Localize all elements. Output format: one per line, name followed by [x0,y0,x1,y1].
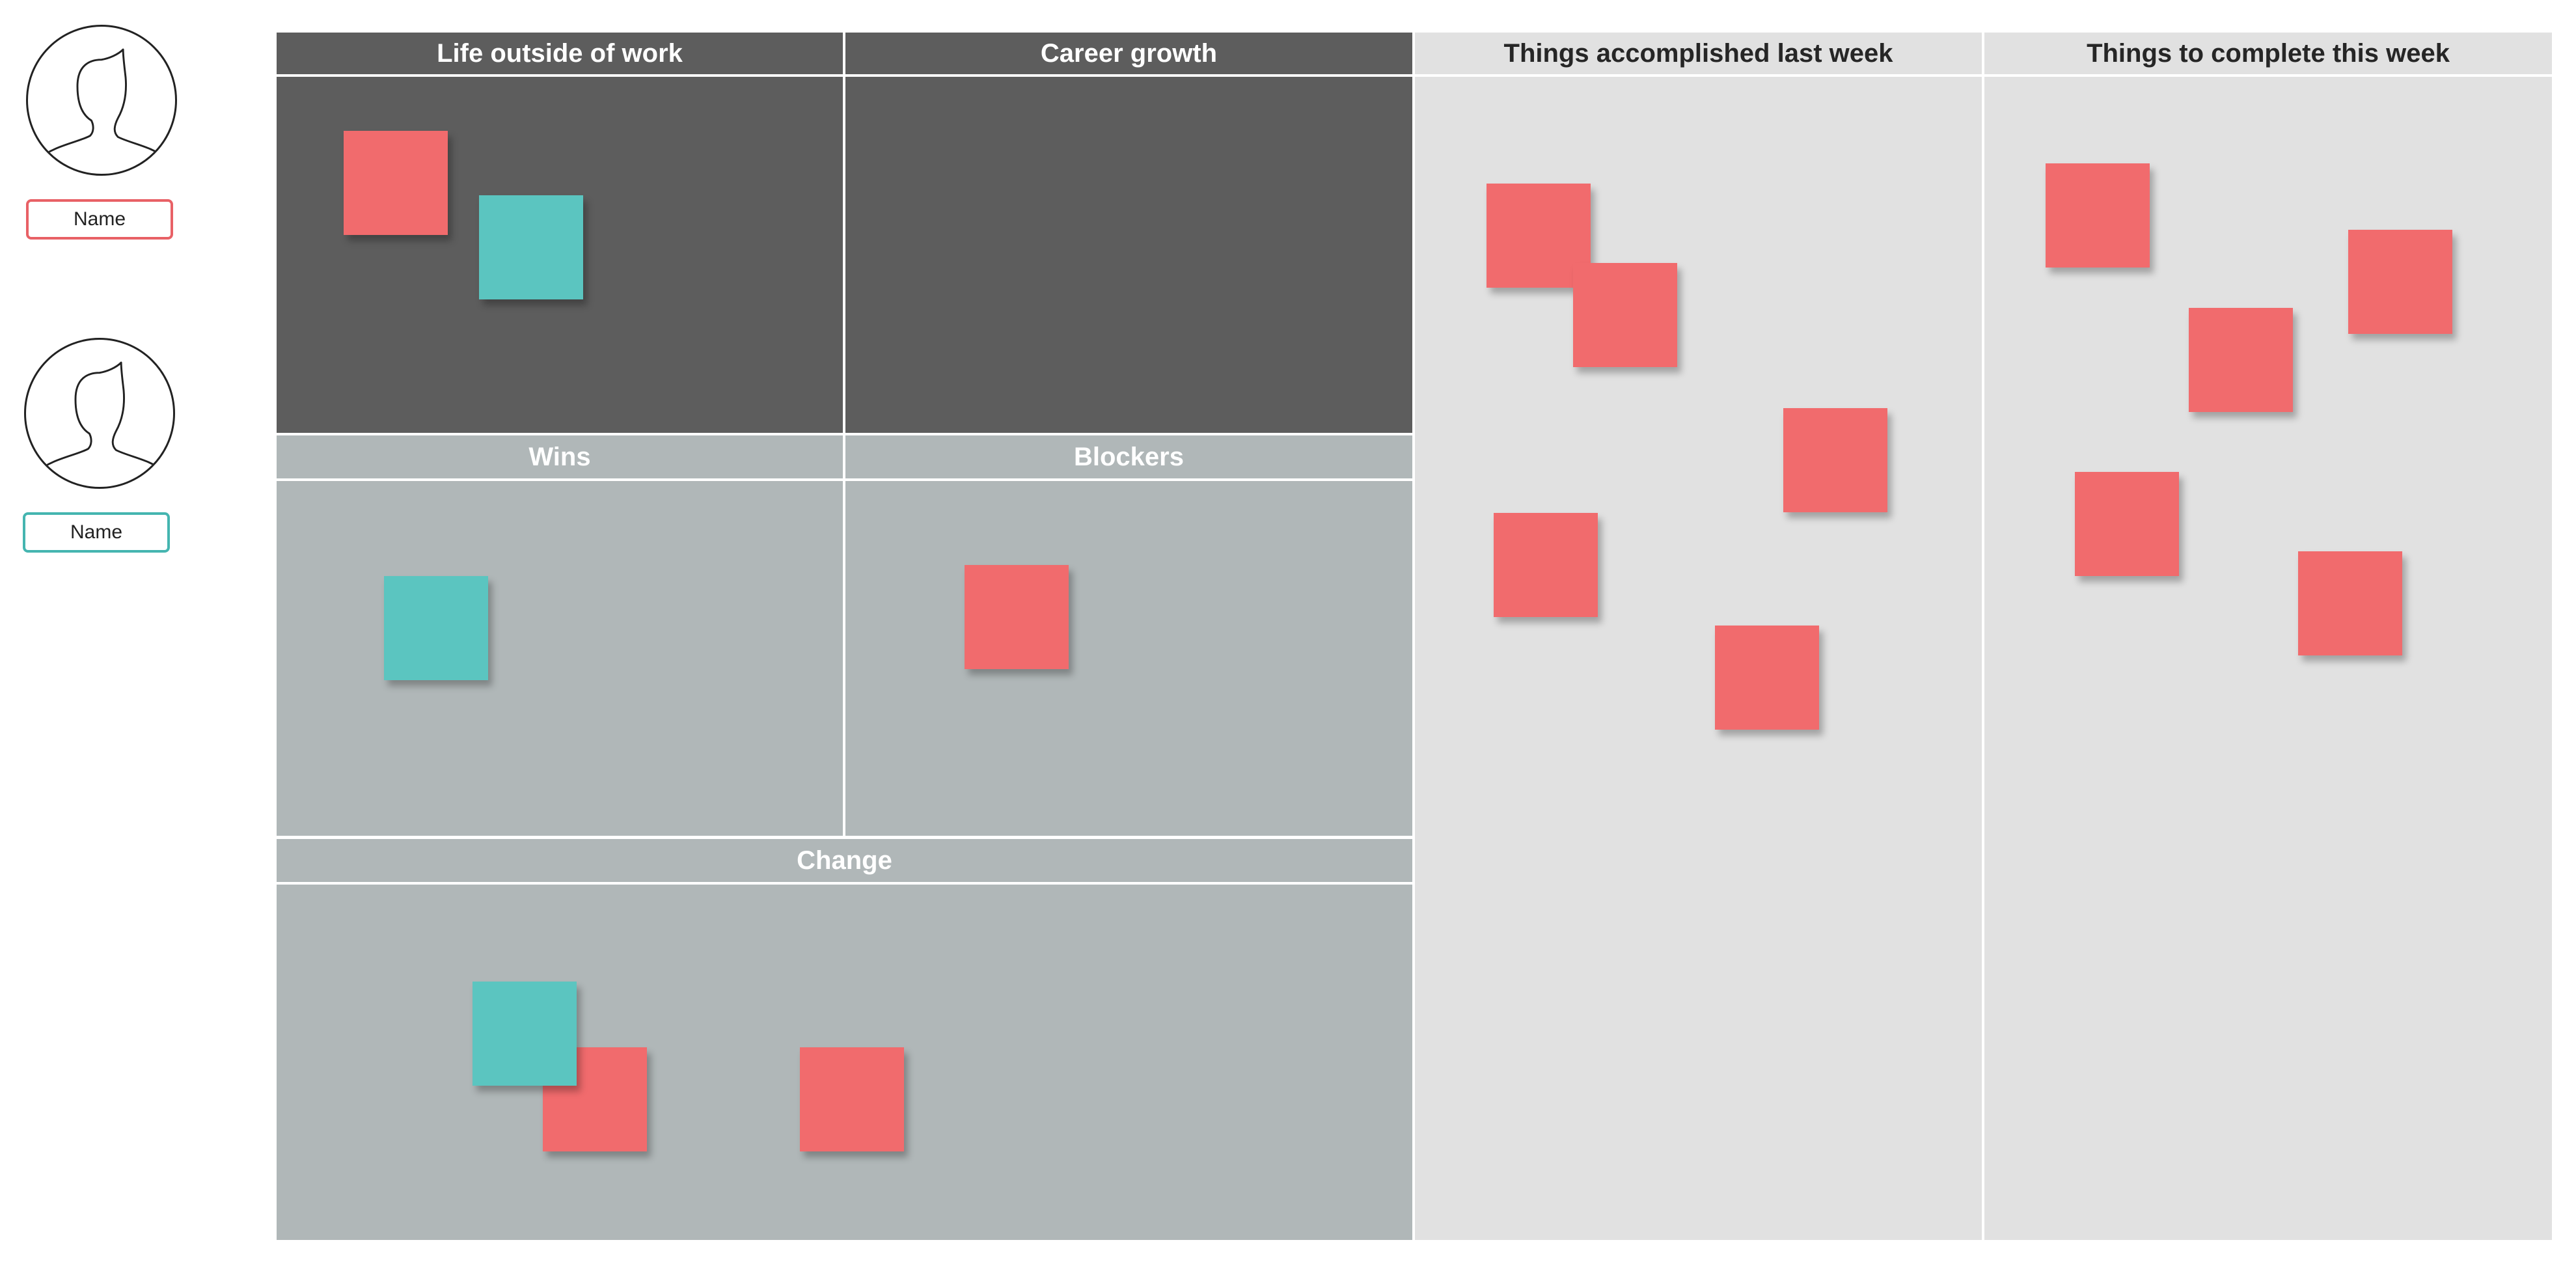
section-header: Career growth [845,33,1412,77]
sticky-note-red[interactable] [2075,472,2179,576]
name-field-1[interactable]: Name [26,199,173,240]
sticky-note-red[interactable] [2348,230,2452,334]
section-header: Things to complete this week [1984,33,2552,77]
sticky-note-red[interactable] [965,565,1069,669]
sticky-note-red[interactable] [1494,513,1598,617]
avatar-1 [26,25,177,176]
name-label: Name [73,208,126,230]
person-silhouette-icon [36,361,163,473]
sticky-note-teal[interactable] [479,195,583,299]
section-blockers: Blockers [845,435,1412,836]
sticky-note-red[interactable] [2189,308,2293,412]
sticky-note-red[interactable] [344,131,448,235]
section-header: Life outside of work [277,33,843,77]
sticky-note-red[interactable] [2298,551,2402,655]
sticky-note-red[interactable] [1715,626,1819,730]
section-header: Things accomplished last week [1415,33,1982,77]
section-header: Wins [277,435,843,481]
name-field-2[interactable]: Name [23,512,170,553]
sticky-note-red[interactable] [1573,263,1677,367]
person-silhouette-icon [38,48,165,160]
sticky-note-red[interactable] [1783,408,1887,512]
sticky-note-red[interactable] [800,1047,904,1151]
section-change: Change [277,839,1412,1240]
sticky-note-red[interactable] [2046,163,2150,268]
name-label: Name [70,521,123,543]
sticky-note-teal[interactable] [473,982,577,1086]
section-career-growth: Career growth [845,33,1412,433]
section-wins: Wins [277,435,843,836]
section-header: Blockers [845,435,1412,481]
section-header: Change [277,839,1412,885]
avatar-2 [24,338,175,489]
sticky-note-teal[interactable] [384,576,488,680]
